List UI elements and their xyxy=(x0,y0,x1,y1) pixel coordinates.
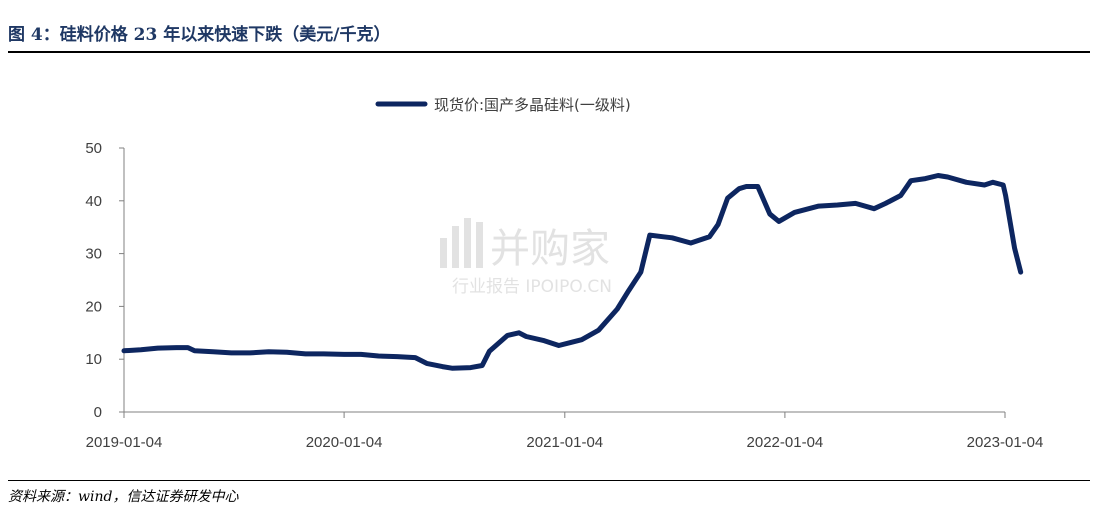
x-tick-label: 2023-01-04 xyxy=(967,434,1044,451)
watermark-brand: 并购家 xyxy=(490,226,610,272)
x-tick-label: 2019-01-04 xyxy=(86,434,163,451)
legend: 现货价:国产多晶硅料(一级料) xyxy=(375,96,631,114)
series-marks xyxy=(121,173,1024,371)
chart-title: 图 4：硅料价格 23 年以来快速下跌（美元/千克） xyxy=(8,25,391,45)
x-tick-label: 2021-01-04 xyxy=(526,434,603,451)
source-note: 资料来源：wind，信达证券研发中心 xyxy=(8,489,239,505)
x-tick-label: 2022-01-04 xyxy=(747,434,824,451)
x-tick-label: 2020-01-04 xyxy=(306,434,383,451)
y-tick-label: 0 xyxy=(94,404,102,421)
legend-label: 现货价:国产多晶硅料(一级料) xyxy=(434,96,631,114)
y-tick-label: 40 xyxy=(85,193,102,210)
watermark-sub: 行业报告 IPOIPO.CN xyxy=(452,277,612,297)
title-rule xyxy=(8,51,1090,53)
watermark: 并购家 行业报告 IPOIPO.CN xyxy=(440,218,612,297)
y-tick-label: 30 xyxy=(85,246,102,263)
y-tick-label: 50 xyxy=(85,140,102,157)
axes: 0 10 20 30 40 50 2019-01-04 2020-01-04 2021-01-0… xyxy=(85,140,1043,451)
footer-rule xyxy=(8,480,1090,481)
line-chart: 并购家 行业报告 IPOIPO.CN 现货价:国产多晶硅料(一级料) 0 10 20… xyxy=(85,96,1043,451)
y-tick-label: 10 xyxy=(85,351,102,368)
watermark-logo-icon xyxy=(440,218,483,268)
y-tick-label: 20 xyxy=(85,298,102,315)
